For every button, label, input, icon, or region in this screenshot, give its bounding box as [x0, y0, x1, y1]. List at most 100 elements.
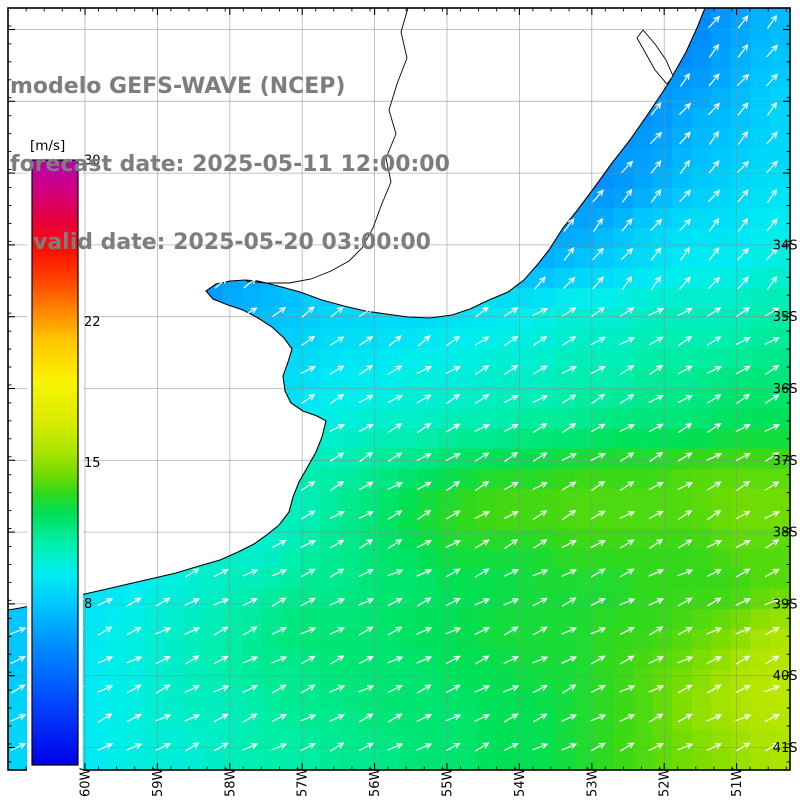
wind-arrow [416, 394, 432, 404]
wind-arrow [475, 365, 490, 375]
field-cell [418, 689, 439, 711]
wind-arrow [677, 452, 693, 462]
field-cell [691, 87, 713, 109]
wind-arrow [300, 742, 316, 752]
field-cell [711, 368, 732, 390]
wind-arrow [765, 452, 780, 462]
field-cell [124, 749, 146, 771]
field-cell [281, 629, 302, 651]
field-cell [359, 548, 380, 570]
wind-arrow [10, 714, 27, 722]
wind-arrow [563, 246, 575, 261]
wind-arrow [358, 655, 374, 665]
lat-label: 34S [773, 238, 798, 253]
field-cell [594, 528, 615, 550]
field-cell [437, 548, 459, 570]
field-cell [476, 548, 498, 570]
wind-arrow [735, 742, 751, 752]
field-cell [613, 609, 635, 631]
field-cell [554, 488, 576, 510]
wind-arrow [708, 73, 720, 87]
coastline [7, 7, 706, 611]
field-cell [594, 649, 615, 671]
field-cell [770, 368, 791, 390]
lon-label: 51W [730, 767, 745, 797]
field-cell [574, 348, 596, 370]
wind-arrow [242, 307, 258, 317]
field-cell [7, 709, 29, 731]
field-cell [613, 428, 635, 450]
field-cell [730, 488, 752, 510]
wind-arrow [10, 627, 27, 635]
wind-arrow [242, 598, 258, 606]
field-cell [770, 468, 791, 490]
wind-arrow [301, 394, 316, 404]
wind-arrow [562, 336, 577, 346]
wind-arrow [126, 597, 142, 607]
field-cell [339, 548, 361, 570]
field-cell [730, 548, 752, 570]
wind-arrow [735, 423, 751, 433]
field-cell [339, 508, 361, 530]
wind-arrow [387, 713, 403, 723]
wind-arrow [706, 684, 722, 694]
field-cell [770, 649, 791, 671]
wind-arrow [735, 685, 751, 693]
wind-arrow [10, 656, 27, 664]
field-cell [476, 649, 498, 671]
wind-arrow [300, 568, 316, 578]
wind-arrow [213, 655, 229, 665]
wind-arrow [735, 365, 751, 375]
field-cell [535, 548, 556, 570]
field-cell [535, 569, 556, 591]
field-cell [770, 47, 791, 69]
wind-arrow [329, 424, 346, 432]
field-cell [770, 268, 791, 290]
field-cell [730, 7, 752, 29]
wind-arrow [359, 364, 374, 375]
field-cell [476, 388, 498, 410]
wind-arrow [678, 335, 693, 346]
field-cell [633, 268, 654, 290]
wind-arrow [416, 569, 433, 577]
field-cell [554, 548, 576, 570]
field-cell [750, 388, 771, 410]
wind-arrow [504, 538, 519, 549]
wind-arrow [184, 598, 201, 606]
field-cell [203, 689, 224, 711]
field-cell [711, 67, 732, 89]
wind-arrow [619, 511, 636, 519]
wind-arrow [592, 276, 604, 290]
wind-arrow [648, 423, 664, 433]
field-cell [457, 508, 478, 530]
field-cell [398, 488, 420, 510]
wind-arrow [677, 626, 693, 636]
wind-arrow [590, 742, 606, 752]
wind-arrow [213, 598, 230, 606]
field-cell [711, 488, 732, 510]
field-cell [535, 729, 556, 751]
field-cell [730, 348, 752, 370]
field-cell [594, 248, 615, 270]
wind-arrow [590, 627, 607, 635]
field-cell [554, 388, 576, 410]
field-cell [750, 47, 771, 69]
field-cell [437, 428, 459, 450]
field-cell [750, 428, 771, 450]
field-cell [515, 368, 537, 390]
wind-arrow [242, 656, 259, 664]
field-cell [378, 388, 400, 410]
field-cell [457, 388, 478, 410]
field-cell [85, 689, 107, 711]
field-cell [457, 488, 478, 510]
wind-arrow [737, 160, 750, 173]
wind-arrow [766, 73, 779, 87]
wind-arrow [358, 742, 374, 752]
field-cell [770, 7, 791, 29]
field-cell [730, 609, 752, 631]
field-cell [613, 689, 635, 711]
field-cell [320, 709, 341, 731]
field-cell [359, 428, 380, 450]
wind-arrow [271, 714, 287, 722]
field-cell [339, 428, 361, 450]
